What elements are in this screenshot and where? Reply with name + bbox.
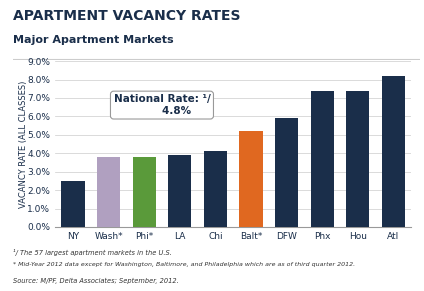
Text: ¹/ The 57 largest apartment markets in the U.S.: ¹/ The 57 largest apartment markets in t… [13,249,172,256]
Text: * Mid-Year 2012 data except for Washington, Baltimore, and Philadelphia which ar: * Mid-Year 2012 data except for Washingt… [13,262,355,267]
Text: National Rate: ¹/
        4.8%: National Rate: ¹/ 4.8% [114,94,210,116]
Bar [97,157,120,227]
Text: Source: M/PF, Delta Associates; September, 2012.: Source: M/PF, Delta Associates; Septembe… [13,278,179,284]
Bar [133,157,156,227]
Y-axis label: VACANCY RATE (ALL CLASSES): VACANCY RATE (ALL CLASSES) [19,80,28,208]
Text: APARTMENT VACANCY RATES: APARTMENT VACANCY RATES [13,9,240,23]
Bar [61,181,84,227]
Bar [204,151,227,227]
Bar [382,76,405,227]
Bar [346,91,369,227]
Bar [168,155,191,227]
Bar [311,91,334,227]
Text: Major Apartment Markets: Major Apartment Markets [13,35,173,45]
Bar [275,118,298,227]
Bar [240,131,262,227]
